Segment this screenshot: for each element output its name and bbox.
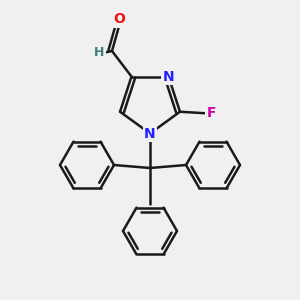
Text: N: N [144, 127, 156, 140]
Text: F: F [207, 106, 216, 120]
Text: O: O [113, 12, 125, 26]
Text: N: N [163, 70, 174, 83]
Text: H: H [94, 46, 105, 59]
